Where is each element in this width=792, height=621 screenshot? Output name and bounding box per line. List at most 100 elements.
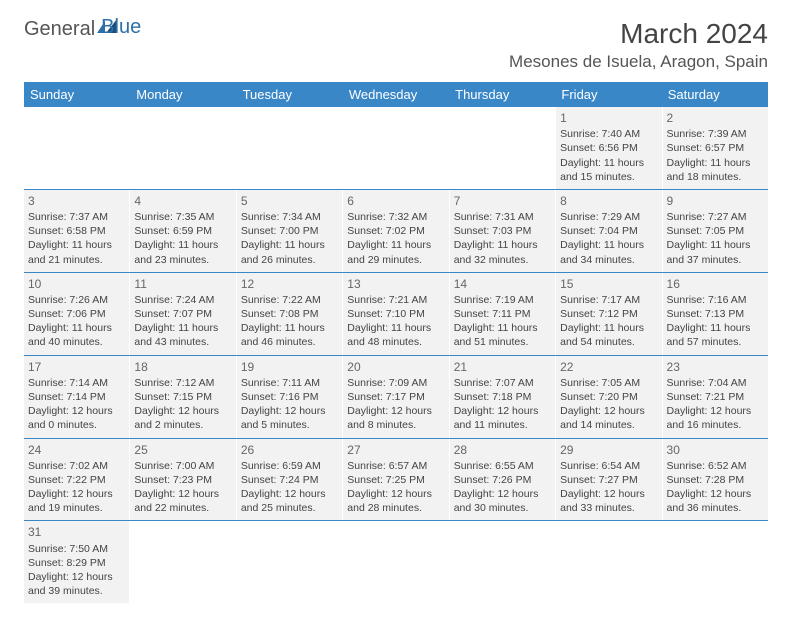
day-cell: 10Sunrise: 7:26 AMSunset: 7:06 PMDayligh… bbox=[24, 273, 130, 355]
day-info-line: Sunrise: 7:12 AM bbox=[134, 376, 231, 390]
day-number: 18 bbox=[134, 359, 231, 375]
day-number: 8 bbox=[560, 193, 657, 209]
day-info-line: Daylight: 12 hours bbox=[28, 570, 125, 584]
day-info-line: Sunrise: 7:16 AM bbox=[667, 293, 764, 307]
day-cell: 31Sunrise: 7:50 AMSunset: 8:29 PMDayligh… bbox=[24, 521, 130, 603]
day-cell bbox=[130, 107, 236, 189]
day-number: 20 bbox=[347, 359, 444, 375]
day-info-line: Sunrise: 7:11 AM bbox=[241, 376, 338, 390]
day-info-line: Daylight: 12 hours bbox=[347, 404, 444, 418]
day-info-line: and 48 minutes. bbox=[347, 335, 444, 349]
day-info-line: Sunset: 7:22 PM bbox=[28, 473, 125, 487]
day-info-line: and 21 minutes. bbox=[28, 253, 125, 267]
day-info-line: and 15 minutes. bbox=[560, 170, 657, 184]
day-info-line: Sunrise: 7:17 AM bbox=[560, 293, 657, 307]
month-title: March 2024 bbox=[509, 18, 768, 50]
day-info-line: Sunrise: 7:32 AM bbox=[347, 210, 444, 224]
day-info-line: Daylight: 12 hours bbox=[667, 404, 764, 418]
day-info-line: and 39 minutes. bbox=[28, 584, 125, 598]
day-info-line: and 40 minutes. bbox=[28, 335, 125, 349]
day-info-line: and 37 minutes. bbox=[667, 253, 764, 267]
day-info-line: Sunset: 7:12 PM bbox=[560, 307, 657, 321]
day-cell bbox=[343, 107, 449, 189]
day-cell: 14Sunrise: 7:19 AMSunset: 7:11 PMDayligh… bbox=[450, 273, 556, 355]
day-info-line: Sunrise: 7:26 AM bbox=[28, 293, 125, 307]
day-info-line: Daylight: 12 hours bbox=[560, 487, 657, 501]
day-cell bbox=[450, 521, 556, 603]
day-cell: 21Sunrise: 7:07 AMSunset: 7:18 PMDayligh… bbox=[450, 356, 556, 438]
day-info-line: Sunset: 7:11 PM bbox=[454, 307, 551, 321]
day-cell: 28Sunrise: 6:55 AMSunset: 7:26 PMDayligh… bbox=[450, 439, 556, 521]
calendar: SundayMondayTuesdayWednesdayThursdayFrid… bbox=[24, 82, 768, 603]
day-info-line: and 51 minutes. bbox=[454, 335, 551, 349]
header: General Blue March 2024 Mesones de Isuel… bbox=[24, 18, 768, 72]
day-info-line: Sunset: 7:10 PM bbox=[347, 307, 444, 321]
day-number: 17 bbox=[28, 359, 125, 375]
page: General Blue March 2024 Mesones de Isuel… bbox=[0, 0, 792, 621]
day-number: 2 bbox=[667, 110, 764, 126]
day-info-line: Daylight: 12 hours bbox=[241, 404, 338, 418]
day-number: 16 bbox=[667, 276, 764, 292]
day-number: 12 bbox=[241, 276, 338, 292]
day-info-line: Sunset: 7:03 PM bbox=[454, 224, 551, 238]
day-number: 13 bbox=[347, 276, 444, 292]
day-info-line: and 29 minutes. bbox=[347, 253, 444, 267]
day-info-line: and 36 minutes. bbox=[667, 501, 764, 515]
day-cell: 29Sunrise: 6:54 AMSunset: 7:27 PMDayligh… bbox=[556, 439, 662, 521]
day-info-line: and 2 minutes. bbox=[134, 418, 231, 432]
day-cell: 25Sunrise: 7:00 AMSunset: 7:23 PMDayligh… bbox=[130, 439, 236, 521]
day-info-line: and 11 minutes. bbox=[454, 418, 551, 432]
day-number: 7 bbox=[454, 193, 551, 209]
day-info-line: Sunrise: 7:04 AM bbox=[667, 376, 764, 390]
day-number: 23 bbox=[667, 359, 764, 375]
day-cell: 13Sunrise: 7:21 AMSunset: 7:10 PMDayligh… bbox=[343, 273, 449, 355]
day-info-line: Sunrise: 6:59 AM bbox=[241, 459, 338, 473]
day-info-line: Daylight: 12 hours bbox=[560, 404, 657, 418]
day-info-line: Sunrise: 7:31 AM bbox=[454, 210, 551, 224]
day-cell bbox=[24, 107, 130, 189]
day-info-line: and 22 minutes. bbox=[134, 501, 231, 515]
day-cell: 8Sunrise: 7:29 AMSunset: 7:04 PMDaylight… bbox=[556, 190, 662, 272]
day-info-line: and 33 minutes. bbox=[560, 501, 657, 515]
day-info-line: Sunrise: 7:39 AM bbox=[667, 127, 764, 141]
day-info-line: Daylight: 12 hours bbox=[454, 404, 551, 418]
day-cell: 20Sunrise: 7:09 AMSunset: 7:17 PMDayligh… bbox=[343, 356, 449, 438]
day-cell: 23Sunrise: 7:04 AMSunset: 7:21 PMDayligh… bbox=[663, 356, 768, 438]
day-header-cell: Monday bbox=[130, 82, 236, 107]
day-info-line: and 46 minutes. bbox=[241, 335, 338, 349]
day-info-line: Daylight: 11 hours bbox=[560, 321, 657, 335]
day-cell: 5Sunrise: 7:34 AMSunset: 7:00 PMDaylight… bbox=[237, 190, 343, 272]
day-info-line: Sunrise: 7:40 AM bbox=[560, 127, 657, 141]
day-info-line: Sunset: 7:25 PM bbox=[347, 473, 444, 487]
day-cell: 7Sunrise: 7:31 AMSunset: 7:03 PMDaylight… bbox=[450, 190, 556, 272]
day-info-line: Sunrise: 7:14 AM bbox=[28, 376, 125, 390]
day-number: 11 bbox=[134, 276, 231, 292]
day-info-line: Daylight: 11 hours bbox=[241, 321, 338, 335]
day-cell bbox=[130, 521, 236, 603]
day-info-line: and 30 minutes. bbox=[454, 501, 551, 515]
day-info-line: Sunrise: 6:52 AM bbox=[667, 459, 764, 473]
day-info-line: Daylight: 12 hours bbox=[28, 487, 125, 501]
day-info-line: Daylight: 12 hours bbox=[134, 404, 231, 418]
day-cell: 1Sunrise: 7:40 AMSunset: 6:56 PMDaylight… bbox=[556, 107, 662, 189]
day-info-line: Daylight: 11 hours bbox=[560, 238, 657, 252]
day-header-cell: Tuesday bbox=[237, 82, 343, 107]
day-cell: 26Sunrise: 6:59 AMSunset: 7:24 PMDayligh… bbox=[237, 439, 343, 521]
day-cell: 12Sunrise: 7:22 AMSunset: 7:08 PMDayligh… bbox=[237, 273, 343, 355]
day-header-cell: Thursday bbox=[449, 82, 555, 107]
day-cell: 2Sunrise: 7:39 AMSunset: 6:57 PMDaylight… bbox=[663, 107, 768, 189]
day-info-line: and 23 minutes. bbox=[134, 253, 231, 267]
day-info-line: Sunrise: 7:27 AM bbox=[667, 210, 764, 224]
day-info-line: Sunrise: 6:55 AM bbox=[454, 459, 551, 473]
day-header-row: SundayMondayTuesdayWednesdayThursdayFrid… bbox=[24, 82, 768, 107]
day-cell: 19Sunrise: 7:11 AMSunset: 7:16 PMDayligh… bbox=[237, 356, 343, 438]
day-info-line: Sunrise: 7:35 AM bbox=[134, 210, 231, 224]
day-info-line: Sunset: 7:14 PM bbox=[28, 390, 125, 404]
day-info-line: Daylight: 11 hours bbox=[667, 321, 764, 335]
day-number: 30 bbox=[667, 442, 764, 458]
day-info-line: Sunrise: 7:02 AM bbox=[28, 459, 125, 473]
day-info-line: Daylight: 12 hours bbox=[28, 404, 125, 418]
day-info-line: Daylight: 12 hours bbox=[667, 487, 764, 501]
day-header-cell: Friday bbox=[555, 82, 661, 107]
day-info-line: Daylight: 12 hours bbox=[241, 487, 338, 501]
